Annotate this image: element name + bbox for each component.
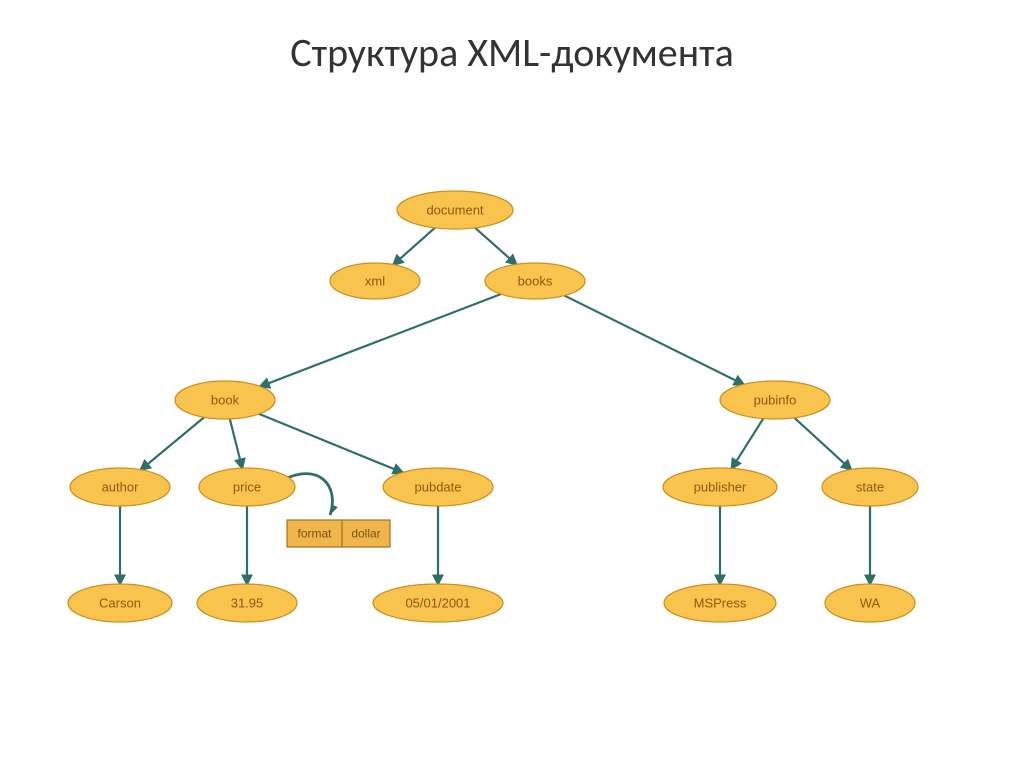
node-author: author xyxy=(70,468,170,506)
node-label-author: author xyxy=(102,480,140,495)
node-pubinfo: pubinfo xyxy=(720,381,830,419)
node-xml: xml xyxy=(330,263,420,299)
node-label-books: books xyxy=(518,274,553,289)
edge-book-author xyxy=(141,417,204,469)
node-books: books xyxy=(485,263,585,299)
node-book: book xyxy=(175,381,275,419)
node-carson: Carson xyxy=(68,584,172,622)
node-label-v3195: 31.95 xyxy=(231,596,264,611)
node-label-pubdate: pubdate xyxy=(415,480,462,495)
node-label-wa: WA xyxy=(860,596,881,611)
node-label-publisher: publisher xyxy=(694,480,747,495)
edge-document-books xyxy=(475,228,516,264)
node-v3195: 31.95 xyxy=(197,584,297,622)
node-label-carson: Carson xyxy=(99,596,141,611)
xml-tree-diagram: document xml books book pubinfo author price pu… xyxy=(0,0,1024,768)
node-label-mspress: MSPress xyxy=(694,596,747,611)
arrowhead-price-attr xyxy=(330,504,338,515)
edge-books-pubinfo xyxy=(564,296,743,385)
node-label-state: state xyxy=(856,480,884,495)
node-label-pubinfo: pubinfo xyxy=(754,393,797,408)
attr-label-format: format xyxy=(297,527,332,541)
node-label-xml: xml xyxy=(365,274,385,289)
edge-document-xml xyxy=(393,228,434,265)
node-label-date: 05/01/2001 xyxy=(405,596,470,611)
node-state: state xyxy=(822,468,918,506)
edge-book-price xyxy=(230,419,242,468)
node-label-price: price xyxy=(233,480,261,495)
edge-pubinfo-state xyxy=(794,418,851,470)
edge-pubinfo-publisher xyxy=(732,419,764,469)
edge-book-pubdate xyxy=(259,414,402,473)
edge-books-book xyxy=(260,294,501,386)
node-wa: WA xyxy=(825,584,915,622)
attr-table: format dollar xyxy=(287,520,390,547)
node-mspress: MSPress xyxy=(664,584,776,622)
node-pubdate: pubdate xyxy=(383,468,493,506)
node-label-document: document xyxy=(426,203,483,218)
node-price: price xyxy=(199,468,295,506)
node-label-book: book xyxy=(211,393,240,408)
attr-label-dollar: dollar xyxy=(351,527,380,541)
node-document: document xyxy=(397,191,513,229)
node-publisher: publisher xyxy=(663,468,777,506)
node-date: 05/01/2001 xyxy=(373,584,503,622)
